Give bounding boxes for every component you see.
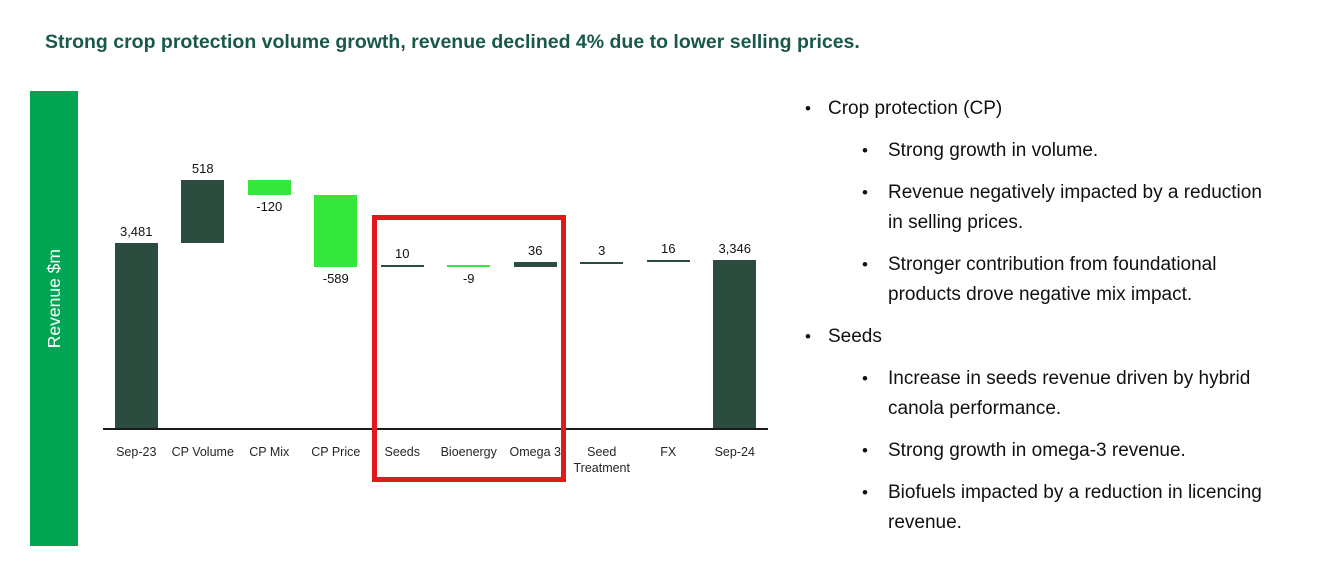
x-axis-label: CP Volume bbox=[171, 445, 234, 459]
bar-value-label: 518 bbox=[191, 161, 214, 177]
bar-value-label: 3 bbox=[598, 242, 606, 258]
highlight-box bbox=[371, 215, 566, 482]
x-axis-label: Sep-24 bbox=[714, 445, 755, 459]
commentary-bullets: • Crop protection (CP) • Strong growth in v… bbox=[800, 94, 1335, 550]
bar-value-label: 3,481 bbox=[119, 224, 153, 240]
waterfall-bar-seeds bbox=[380, 265, 424, 268]
bullet-dot: • bbox=[862, 183, 868, 202]
bar-value-label: 16 bbox=[661, 240, 676, 256]
bullet-dot: • bbox=[862, 441, 868, 460]
waterfall-bar-cp-volume bbox=[181, 180, 225, 244]
bar-value-label: -120 bbox=[256, 198, 283, 214]
bar-value-label: 3,346 bbox=[718, 240, 752, 256]
waterfall-bar-cp-price bbox=[314, 194, 358, 267]
bullet-text: Strong growth in volume. bbox=[888, 140, 1099, 161]
x-axis-label: Seeds bbox=[384, 445, 420, 459]
waterfall-chart: 3,481 518 -120 -589 10 -9 36 3 16 3,346 bbox=[103, 90, 768, 430]
x-axis-label: Seed Treatment bbox=[573, 445, 630, 475]
slide-title: Strong crop protection volume growth, re… bbox=[45, 31, 860, 53]
waterfall-bar-cp-mix bbox=[247, 180, 291, 195]
bullet-level2: • Biofuels impacted by a reduction in lic… bbox=[800, 478, 1335, 538]
bullet-level2: • Revenue negatively impacted by a reduct… bbox=[800, 178, 1335, 238]
bullet-dot: • bbox=[862, 255, 868, 274]
bullet-level2: • Stronger contribution from foundational… bbox=[800, 250, 1335, 310]
x-axis-label: CP Price bbox=[311, 445, 361, 459]
bar-value-label: -589 bbox=[322, 270, 349, 286]
x-axis-label: CP Mix bbox=[249, 445, 290, 459]
waterfall-bar-seed-treatment bbox=[580, 261, 624, 264]
x-axis-label: FX bbox=[660, 445, 677, 459]
bullet-text: Crop protection (CP) bbox=[828, 98, 1003, 119]
bullet-text: Increase in seeds revenue driven by hybr… bbox=[888, 368, 1251, 419]
waterfall-bar-omega-3 bbox=[513, 262, 557, 267]
bullet-level1: • Crop protection (CP) bbox=[800, 94, 1335, 124]
bar-value-label: 36 bbox=[528, 243, 543, 259]
x-axis-label: Omega 3 bbox=[509, 445, 561, 459]
y-axis-title: Revenue $m bbox=[43, 248, 64, 349]
bullet-text: Seeds bbox=[828, 326, 882, 347]
bullet-dot: • bbox=[805, 327, 811, 346]
waterfall-bar-bioenergy bbox=[447, 265, 491, 268]
y-axis-label-band: Revenue $m bbox=[30, 91, 78, 546]
bar-value-label: -9 bbox=[462, 271, 475, 287]
bullet-dot: • bbox=[805, 99, 811, 118]
waterfall-bar-fx bbox=[646, 259, 690, 262]
bullet-dot: • bbox=[862, 483, 868, 502]
x-axis-label: Sep-23 bbox=[116, 445, 157, 459]
bullet-text: Stronger contribution from foundational … bbox=[888, 254, 1217, 305]
x-axis-label: Bioenergy bbox=[440, 445, 497, 459]
x-axis-labels: Sep-23 CP Volume CP Mix CP Price Seeds Bioene… bbox=[103, 444, 768, 484]
waterfall-bar-sep-24 bbox=[713, 259, 757, 430]
bullet-dot: • bbox=[862, 369, 868, 388]
bullet-text: Revenue negatively impacted by a reducti… bbox=[888, 182, 1262, 233]
bullet-level1: • Seeds bbox=[800, 322, 1335, 352]
bullet-level2: • Increase in seeds revenue driven by hyb… bbox=[800, 364, 1335, 424]
bullet-level2: • Strong growth in volume. bbox=[800, 136, 1335, 166]
bullet-dot: • bbox=[862, 141, 868, 160]
x-axis-line bbox=[103, 428, 768, 430]
waterfall-bar-sep-23 bbox=[114, 243, 158, 430]
bullet-text: Biofuels impacted by a reduction in lice… bbox=[888, 482, 1262, 533]
bullet-level2: • Strong growth in omega-3 revenue. bbox=[800, 436, 1335, 466]
bullet-text: Strong growth in omega-3 revenue. bbox=[888, 440, 1186, 461]
bar-value-label: 10 bbox=[395, 246, 410, 262]
